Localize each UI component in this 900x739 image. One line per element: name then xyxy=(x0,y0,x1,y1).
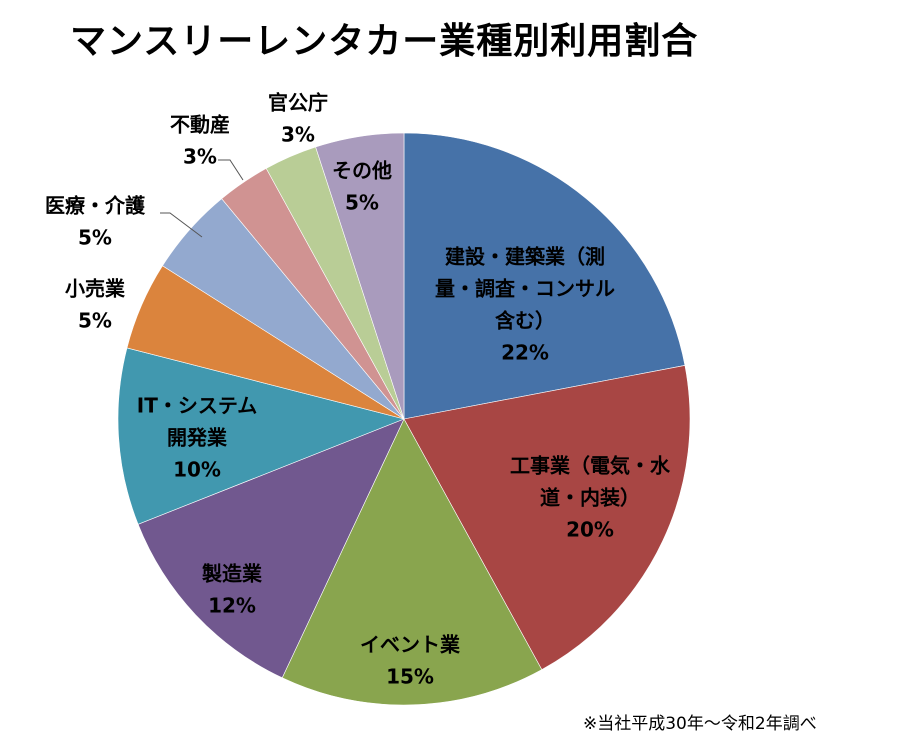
pie-slice xyxy=(117,347,405,525)
category-label: 小売業 xyxy=(65,277,126,301)
category-label: 開発業 xyxy=(167,426,228,450)
category-label: 医療・介護 xyxy=(45,194,146,218)
data-label: 5% xyxy=(78,226,112,250)
data-label: 22% xyxy=(501,341,549,365)
chart-title: マンスリーレンタカー業種別利用割合 xyxy=(70,21,699,62)
category-label: 道・内装） xyxy=(540,486,640,510)
data-label: 3% xyxy=(281,123,315,147)
category-label: 不動産 xyxy=(170,113,230,137)
category-label: IT・システム xyxy=(137,394,257,418)
leader-line xyxy=(160,212,203,238)
leader-line xyxy=(218,159,244,181)
data-label: 15% xyxy=(386,665,434,689)
data-label: 20% xyxy=(566,518,614,542)
data-label: 5% xyxy=(345,191,379,215)
category-label: 工事業（電気・水 xyxy=(510,454,671,478)
pie-slice xyxy=(403,132,686,420)
pie-slice xyxy=(315,132,405,420)
data-label: 12% xyxy=(208,594,256,618)
pie-slice xyxy=(403,365,691,671)
category-label: 製造業 xyxy=(202,562,263,586)
source-note: ※当社平成30年～令和2年調べ xyxy=(583,714,817,734)
category-label: 含む） xyxy=(495,309,555,333)
data-label: 5% xyxy=(78,309,112,333)
pie-slice xyxy=(137,418,405,679)
data-label: 10% xyxy=(173,458,221,482)
data-label: 3% xyxy=(183,145,217,169)
category-label: 量・調査・コンサル xyxy=(435,277,615,301)
category-label: その他 xyxy=(332,159,392,183)
category-label: イベント業 xyxy=(360,633,461,657)
pie-slice xyxy=(281,418,543,706)
category-label: 建設・建築業（測 xyxy=(445,245,605,269)
category-label: 官公庁 xyxy=(268,91,328,115)
